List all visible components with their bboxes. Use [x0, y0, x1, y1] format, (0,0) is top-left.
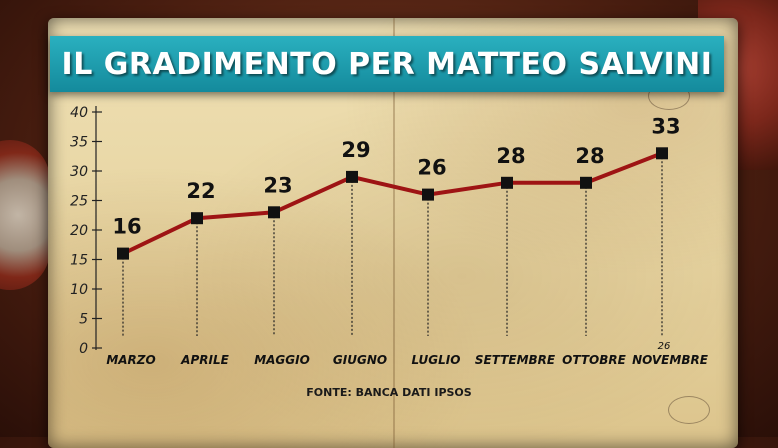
data-point: [656, 147, 668, 160]
data-label: 28: [496, 144, 525, 168]
y-tick-label: 15: [70, 253, 88, 269]
x-category-label: MAGGIO: [254, 353, 310, 367]
data-point: [268, 206, 280, 219]
chart-title: IL GRADIMENTO PER MATTEO SALVINI: [61, 46, 713, 82]
source-label: FONTE: BANCA DATI IPSOS: [306, 386, 472, 399]
x-category-label: LUGLIO: [412, 353, 461, 367]
title-banner: IL GRADIMENTO PER MATTEO SALVINI: [50, 36, 724, 92]
y-tick-label: 35: [70, 135, 88, 151]
x-category-label: GIUGNO: [333, 353, 387, 367]
y-tick-label: 25: [70, 194, 88, 210]
notebook-spine: [393, 18, 395, 448]
data-label: 16: [112, 215, 141, 239]
y-tick-label: 20: [70, 223, 88, 239]
data-label: 28: [575, 144, 604, 168]
x-category-label: SETTEMBRE: [475, 353, 556, 367]
data-point: [346, 170, 358, 183]
y-tick-label: 10: [70, 282, 88, 298]
stamp-mark: [668, 396, 710, 424]
data-point: [580, 176, 592, 189]
x-category-label: NOVEMBRE: [632, 353, 709, 367]
background-logo-left: [0, 140, 50, 290]
x-category-label: OTTOBRE: [562, 353, 626, 367]
data-label: 29: [341, 138, 370, 162]
x-category-note: 26: [658, 341, 671, 352]
x-category-label: MARZO: [106, 353, 155, 367]
data-point: [117, 247, 129, 260]
data-point: [191, 212, 203, 225]
series-line: [121, 151, 664, 256]
x-category-label: APRILE: [180, 353, 229, 367]
data-label: 22: [186, 179, 215, 203]
data-label: 26: [417, 156, 446, 180]
y-tick-label: 0: [79, 341, 88, 357]
y-tick-label: 30: [70, 164, 88, 180]
y-tick-label: 5: [79, 312, 88, 328]
line-chart: 0 5 10 15 20 25 30 35 40 16 22 23 29 26 28 28 33 MARZO APR…: [70, 105, 709, 367]
data-point: [422, 188, 434, 201]
data-label: 23: [263, 173, 292, 197]
data-label: 33: [651, 114, 680, 138]
y-tick-label: 40: [70, 105, 88, 121]
data-point: [501, 176, 513, 189]
